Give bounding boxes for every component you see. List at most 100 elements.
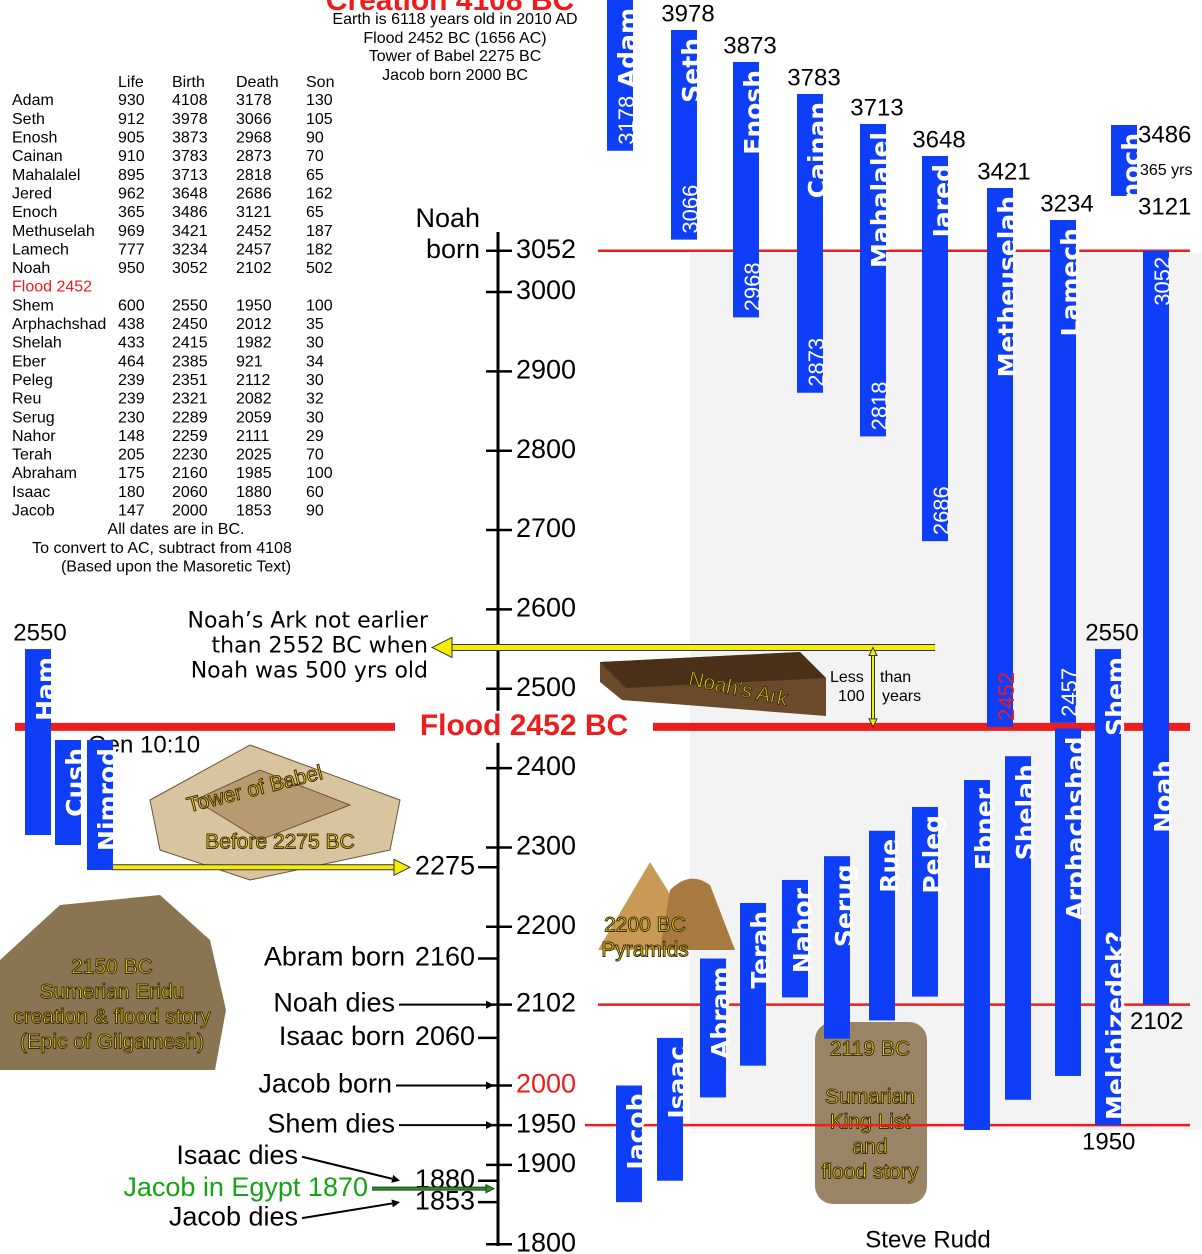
table-cell: 921 xyxy=(236,353,263,370)
table-cell: Enosh xyxy=(12,130,57,147)
bar-name: Ebner xyxy=(970,787,999,870)
event-arrow xyxy=(302,1199,400,1218)
table-cell: 502 xyxy=(306,260,333,277)
bar-note: 365 yrs xyxy=(1140,162,1192,179)
birth-label: 3713 xyxy=(850,94,903,121)
birth-label: 3783 xyxy=(787,64,840,91)
melchizedek-label: Melchizedek? xyxy=(1101,931,1130,1120)
tablet-text: King List xyxy=(830,1111,911,1134)
death-label: 3121 xyxy=(1138,193,1191,220)
table-cell: 3121 xyxy=(236,204,272,221)
bar-name: Enosh xyxy=(739,70,768,155)
bar-name: Nahor xyxy=(788,887,817,973)
arrow-head xyxy=(391,1175,400,1183)
table-cell: 1880 xyxy=(236,484,272,501)
tablet-text: flood story xyxy=(822,1161,919,1184)
table-cell: 3873 xyxy=(172,130,208,147)
axis-tick-label: 1800 xyxy=(516,1227,576,1254)
table-note: (Based upon the Masoretic Text) xyxy=(61,559,291,576)
event-label: Shem dies xyxy=(267,1108,395,1138)
table-cell: 464 xyxy=(118,353,145,370)
table-cell: 1853 xyxy=(236,503,272,520)
table-heading: Flood 2452 xyxy=(12,279,92,296)
tablet-text: Sumarian xyxy=(825,1086,915,1109)
table-cell: 2351 xyxy=(172,372,208,389)
event-label: Jacob born xyxy=(258,1069,392,1099)
header-note: Flood 2452 BC (1656 AC) xyxy=(363,30,546,47)
axis-tick-label: 2700 xyxy=(516,513,576,543)
death-label: 2968 xyxy=(740,262,765,311)
table-cell: 2025 xyxy=(236,447,272,464)
table-cell: 2112 xyxy=(236,372,271,389)
table-cell: Cainan xyxy=(12,148,63,165)
table-cell: 905 xyxy=(118,130,145,147)
table-header: Life xyxy=(118,74,144,91)
bar-name: Isaac xyxy=(663,1046,692,1119)
axis-tick-label: 2600 xyxy=(516,593,576,623)
axis-tick-label: 3000 xyxy=(516,275,576,305)
credit: Steve Rudd xyxy=(865,1226,990,1253)
table-cell: 969 xyxy=(118,223,145,240)
birth-label: 2550 xyxy=(13,619,66,646)
lifespan-bar xyxy=(1143,251,1169,1005)
table-cell: 777 xyxy=(118,241,145,258)
arrow-head xyxy=(486,1082,494,1090)
birth-label: 3421 xyxy=(977,158,1030,185)
table-cell: 895 xyxy=(118,167,145,184)
table-cell: Isaac xyxy=(12,484,50,501)
arrow-head xyxy=(432,637,452,657)
table-cell: Serug xyxy=(12,409,55,426)
table-cell: 147 xyxy=(118,503,145,520)
eridu-tablet: 2150 BC Sumerian Eridu creation & flood … xyxy=(0,895,226,1070)
table-cell: 239 xyxy=(118,372,145,389)
table-cell: 3648 xyxy=(172,185,208,202)
event-label: Isaac born xyxy=(279,1021,405,1051)
axis-tick-label: 2000 xyxy=(516,1069,576,1099)
bar-name: Jared xyxy=(928,164,957,239)
table-cell: 1985 xyxy=(236,465,272,482)
bar-name: Shelah xyxy=(1011,764,1040,860)
table-cell: Terah xyxy=(12,447,52,464)
death-label: 3066 xyxy=(678,185,703,234)
pyramid-date: 2200 BC xyxy=(604,914,686,937)
table-cell: Peleg xyxy=(12,372,53,389)
table-cell: 180 xyxy=(118,484,145,501)
event-label: Isaac dies xyxy=(176,1140,298,1170)
table-cell: 182 xyxy=(306,241,333,258)
table-cell: 2968 xyxy=(236,130,272,147)
bar-name: Arphachshad xyxy=(1061,736,1090,920)
table-cell: 2550 xyxy=(172,297,208,314)
bar-name: Noah xyxy=(1149,760,1178,833)
bar-name: Terah xyxy=(746,911,775,989)
table-cell: 2259 xyxy=(172,428,208,445)
table-cell: 2385 xyxy=(172,353,208,370)
bar-name: Serug xyxy=(830,864,859,947)
bar-name: Metheuselah xyxy=(993,196,1022,377)
flood-label: Flood 2452 BC xyxy=(420,709,628,742)
table-cell: Nahor xyxy=(12,428,56,445)
bar-name: Mahalalel xyxy=(866,132,895,268)
table-cell: 30 xyxy=(306,335,324,352)
table-cell: 32 xyxy=(306,391,324,408)
gap-note: than xyxy=(880,669,911,686)
table-cell: 175 xyxy=(118,465,145,482)
king-list-tablet: 2119 BC Sumarian King List and flood sto… xyxy=(815,1022,927,1204)
event-label: Noah xyxy=(415,203,480,233)
tablet-text: creation & flood story xyxy=(13,1006,211,1029)
birth-label: 3648 xyxy=(912,126,965,153)
bar-name: Cainan xyxy=(803,102,832,198)
timeline-chart: Creation 4108 BC Earth is 6118 years old… xyxy=(0,0,1202,1254)
table-cell: 3713 xyxy=(172,167,208,184)
table-cell: Adam xyxy=(12,92,54,109)
axis-tick-label: 2200 xyxy=(516,910,576,940)
ark-note: than 2552 BC when xyxy=(212,633,428,658)
side-tick-label: 2060 xyxy=(415,1021,475,1051)
birth-label: 3486 xyxy=(1138,121,1191,148)
header-note: Jacob born 2000 BC xyxy=(382,67,528,84)
bar-name: Ham xyxy=(31,657,60,721)
bar-name: Adam xyxy=(613,8,642,88)
table-cell: 2102 xyxy=(236,260,272,277)
table-cell: 90 xyxy=(306,130,324,147)
bar-name: Peleg xyxy=(918,815,947,894)
bar-name: Shem xyxy=(1101,657,1130,736)
